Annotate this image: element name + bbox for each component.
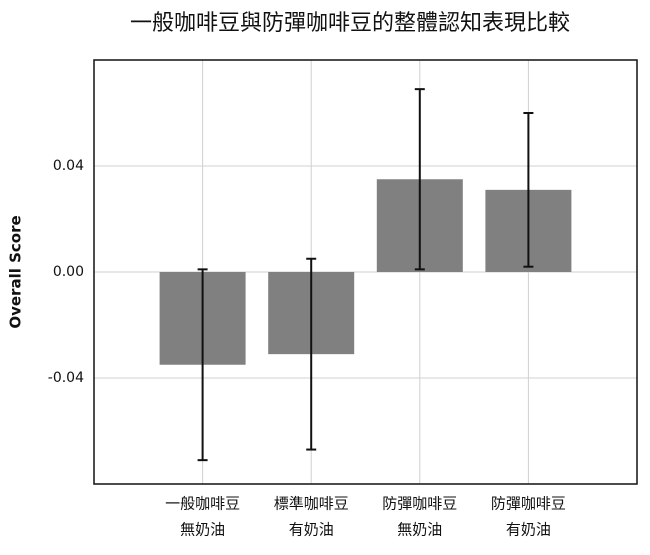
- y-tick-label: 0.04: [53, 158, 84, 174]
- plot-frame: [93, 59, 638, 485]
- y-tick-label: 0.00: [53, 264, 84, 280]
- y-axis-label: Overall Score: [7, 215, 25, 328]
- x-tick-label: 一般咖啡豆: [165, 495, 240, 513]
- x-tick-label: 無奶油: [180, 521, 225, 539]
- x-tick-label: 防彈咖啡豆: [491, 495, 566, 513]
- x-tick-label: 有奶油: [506, 521, 551, 539]
- x-tick-label: 有奶油: [289, 521, 334, 539]
- y-tick-label: -0.04: [48, 370, 84, 386]
- x-tick-label: 無奶油: [397, 521, 442, 539]
- chart-title: 一般咖啡豆與防彈咖啡豆的整體認知表現比較: [130, 11, 570, 36]
- x-tick-label: 標準咖啡豆: [274, 495, 349, 513]
- x-tick-label: 防彈咖啡豆: [382, 495, 457, 513]
